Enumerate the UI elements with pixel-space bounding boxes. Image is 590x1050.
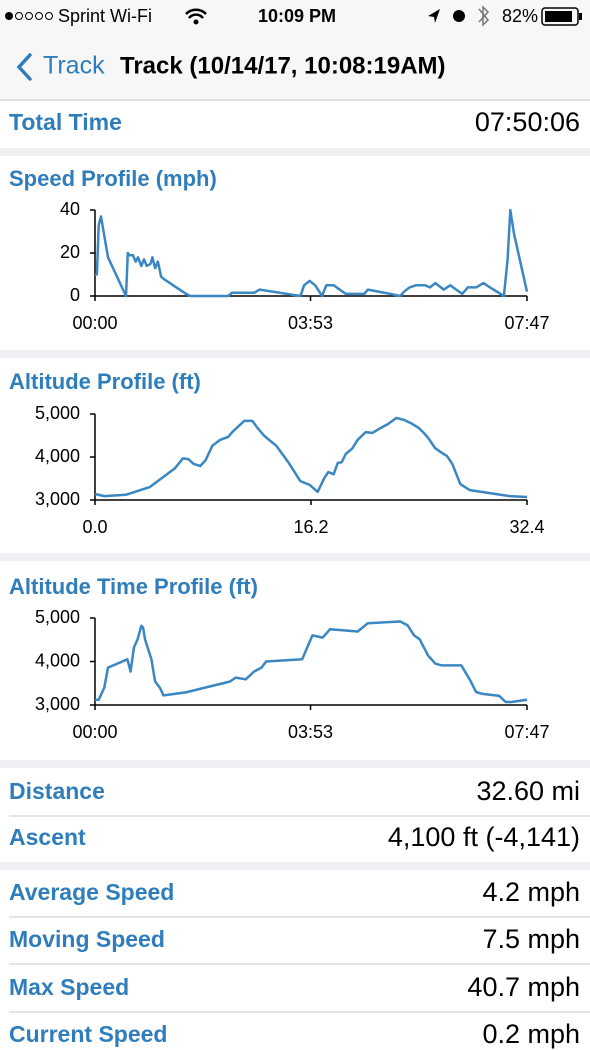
section-gap xyxy=(0,350,590,358)
data-line xyxy=(94,416,528,499)
y-tick-label: 5,000 xyxy=(35,403,80,423)
back-button[interactable]: Track xyxy=(43,52,105,80)
y-tick-label: 3,000 xyxy=(35,489,80,509)
row-value: 4,100 ft (-4,141) xyxy=(388,822,580,852)
y-tick-label: 3,000 xyxy=(35,694,80,714)
data-line xyxy=(95,208,529,298)
clock: 10:09 PM xyxy=(258,6,336,26)
section-gap xyxy=(0,553,590,561)
row-label: Distance xyxy=(9,778,105,804)
header-bg xyxy=(0,0,590,100)
section-gap xyxy=(0,862,590,870)
battery-level xyxy=(545,11,572,22)
row-label: Max Speed xyxy=(9,974,129,1000)
y-tick-label: 4,000 xyxy=(35,446,80,466)
row-label: Ascent xyxy=(9,824,86,850)
row-label: Current Speed xyxy=(9,1021,167,1047)
y-tick-label: 0 xyxy=(70,285,80,305)
x-tick-label: 16.2 xyxy=(293,517,328,537)
wifi-icon xyxy=(185,8,207,19)
row-label: Total Time xyxy=(9,109,122,135)
chart-title: Altitude Time Profile (ft) xyxy=(9,574,258,599)
row-value: 07:50:06 xyxy=(475,107,580,137)
wifi-dot xyxy=(193,19,199,25)
row-value: 40.7 mph xyxy=(467,972,580,1002)
row-value: 7.5 mph xyxy=(482,924,580,954)
nav-title: Track (10/14/17, 10:08:19AM) xyxy=(120,52,446,79)
y-tick-label: 5,000 xyxy=(35,607,80,627)
row-label: Average Speed xyxy=(9,879,174,905)
x-tick-label: 03:53 xyxy=(288,722,333,742)
row-label: Moving Speed xyxy=(9,926,165,952)
x-tick-label: 0.0 xyxy=(82,517,107,537)
x-tick-label: 03:53 xyxy=(288,313,333,333)
row-value: 4.2 mph xyxy=(482,877,580,907)
x-tick-label: 32.4 xyxy=(509,517,544,537)
section-gap xyxy=(0,148,590,156)
y-tick-label: 4,000 xyxy=(35,650,80,670)
x-tick-label: 00:00 xyxy=(72,722,117,742)
battery-tip xyxy=(579,13,582,20)
row-value: 0.2 mph xyxy=(482,1019,580,1049)
battery-outline xyxy=(541,7,579,26)
x-tick-label: 07:47 xyxy=(504,722,549,742)
x-tick-label: 07:47 xyxy=(504,313,549,333)
section-gap xyxy=(0,760,590,768)
bluetooth-icon xyxy=(478,5,490,27)
battery-label: 82% xyxy=(502,6,538,26)
chart-title: Speed Profile (mph) xyxy=(9,166,217,191)
data-line xyxy=(95,620,528,704)
back-chevron[interactable] xyxy=(16,53,32,81)
y-tick-label: 40 xyxy=(60,199,80,219)
row-value: 32.60 mi xyxy=(476,776,580,806)
carrier: Sprint Wi-Fi xyxy=(58,6,152,26)
chart-title: Altitude Profile (ft) xyxy=(9,369,201,394)
y-tick-label: 20 xyxy=(60,242,80,262)
signal xyxy=(5,12,53,20)
location-icon xyxy=(428,9,440,23)
alarm-icon xyxy=(453,10,465,22)
x-tick-label: 00:00 xyxy=(72,313,117,333)
